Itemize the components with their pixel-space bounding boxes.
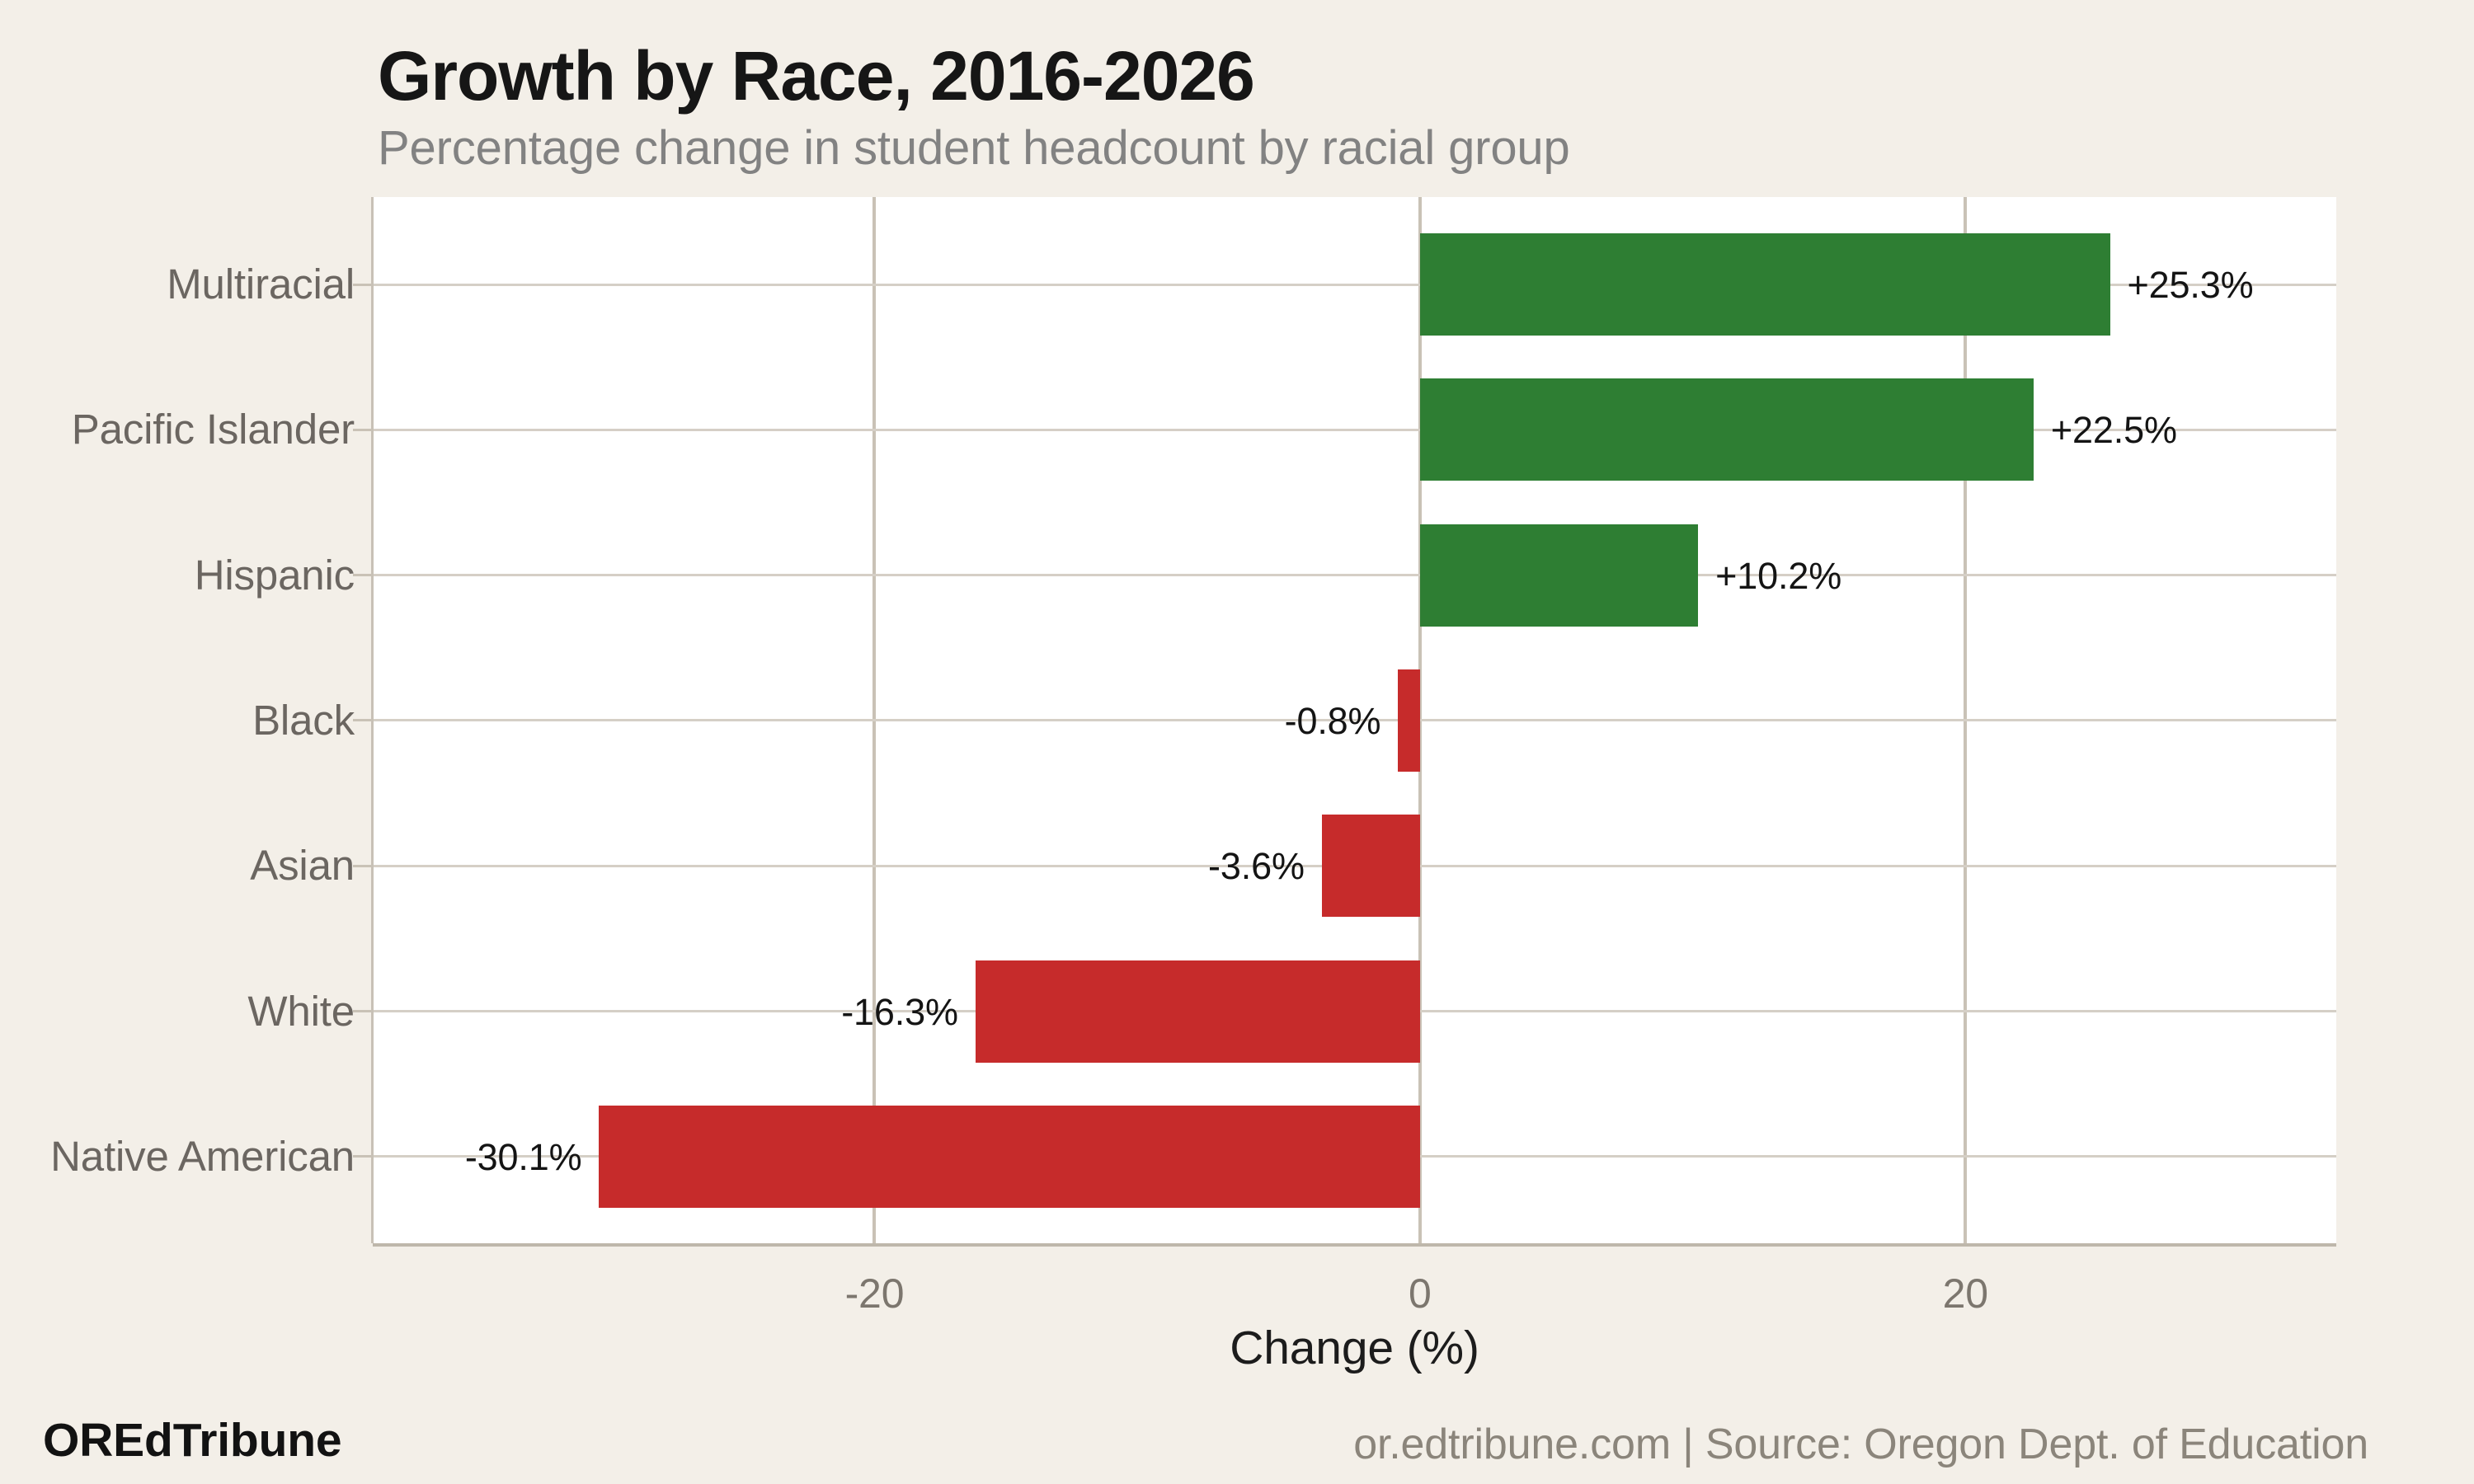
category-label-black: Black [252, 696, 355, 744]
category-label-asian: Asian [250, 842, 355, 890]
x-axis-title: Change (%) [1230, 1322, 1479, 1374]
row-gridline [373, 428, 2336, 431]
category-label-white: White [247, 987, 355, 1035]
y-tick [353, 574, 373, 577]
chart-title: Growth by Race, 2016-2026 [378, 37, 1255, 115]
value-label-asian: -3.6% [1208, 845, 1305, 888]
row-gridline [373, 574, 2336, 577]
x-tick-label-0: 0 [1409, 1270, 1432, 1317]
value-label-native-american: -30.1% [464, 1135, 582, 1178]
row-gridline [373, 719, 2336, 722]
y-tick [353, 1155, 373, 1158]
chart-subtitle: Percentage change in student headcount b… [378, 121, 1570, 175]
x-axis-line [373, 1243, 2336, 1247]
y-tick [353, 864, 373, 867]
category-label-hispanic: Hispanic [194, 551, 355, 599]
x-tick-label-20: 20 [1942, 1270, 1988, 1317]
bar-black [1398, 669, 1420, 772]
footer-brand-logo: OREdTribune [43, 1414, 342, 1467]
y-tick [353, 719, 373, 722]
x-tick-label--20: -20 [844, 1270, 905, 1317]
footer-source-credit: or.edtribune.com | Source: Oregon Dept. … [1353, 1421, 2368, 1468]
bar-white [975, 960, 1420, 1063]
bar-asian [1321, 815, 1420, 918]
bar-multiracial [1419, 233, 2110, 336]
category-label-pacific-islander: Pacific Islander [71, 406, 355, 453]
value-label-white: -16.3% [841, 990, 958, 1033]
value-label-hispanic: +10.2% [1715, 554, 1842, 597]
bar-hispanic [1419, 524, 1699, 627]
y-tick [353, 428, 373, 431]
y-axis-line [371, 197, 374, 1243]
y-tick [353, 283, 373, 286]
row-gridline [373, 283, 2336, 286]
value-label-black: -0.8% [1284, 699, 1381, 742]
value-label-pacific-islander: +22.5% [2050, 409, 2177, 452]
category-label-multiracial: Multiracial [167, 261, 355, 308]
bar-native-american [599, 1105, 1420, 1208]
category-label-native-american: Native American [50, 1132, 355, 1180]
bar-pacific-islander [1419, 378, 2034, 481]
y-tick [353, 1010, 373, 1013]
value-label-multiracial: +25.3% [2127, 264, 2254, 306]
